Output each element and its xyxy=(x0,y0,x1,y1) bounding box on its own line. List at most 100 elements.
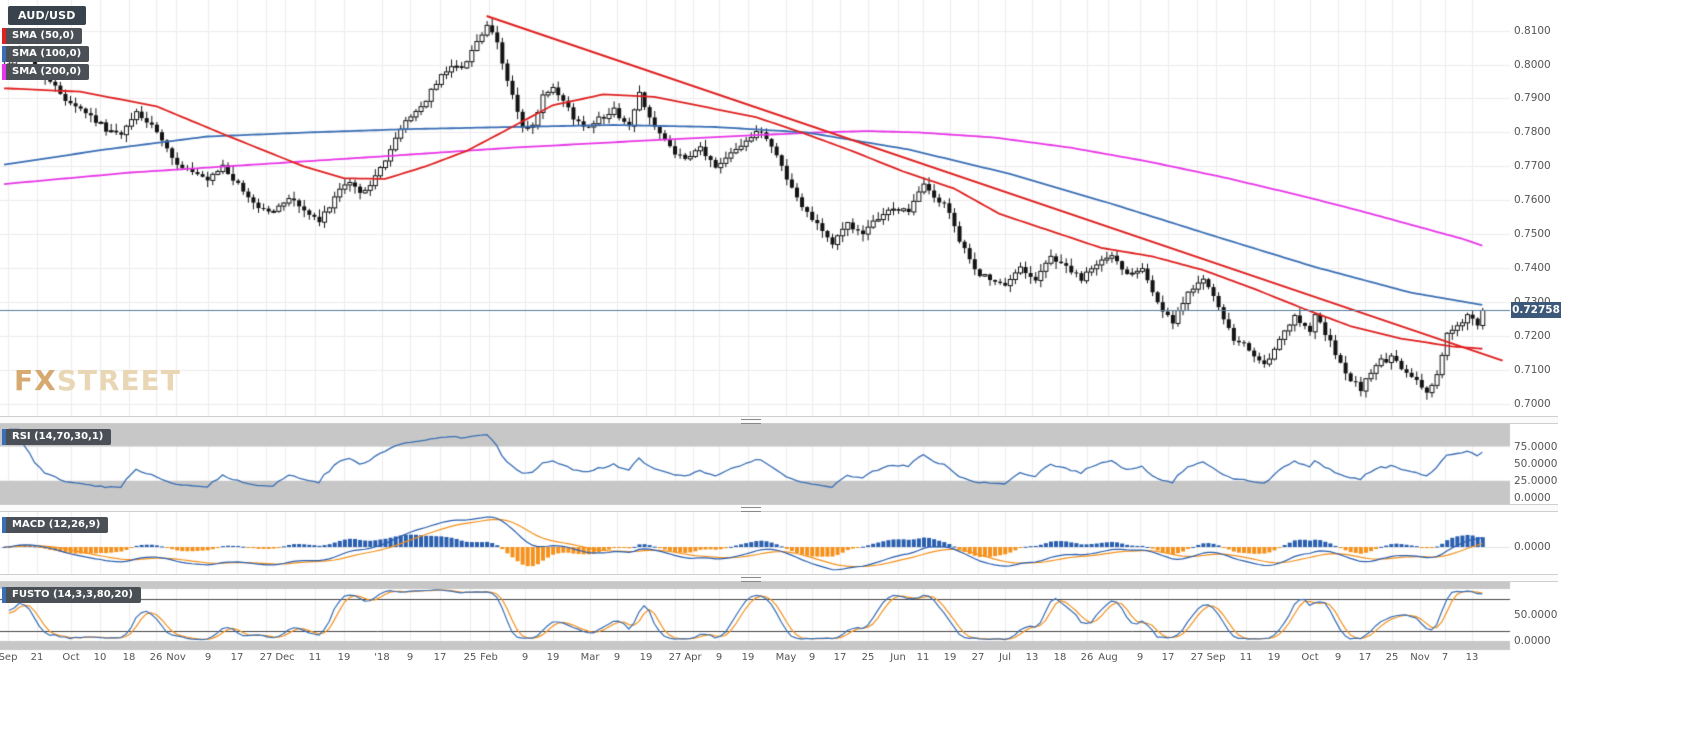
time-axis-label: Sep xyxy=(0,652,18,663)
time-axis-label: '18 xyxy=(374,652,390,663)
resize-grip-icon xyxy=(741,507,761,512)
time-axis-label: Sep xyxy=(1206,652,1226,663)
time-axis-label: Oct xyxy=(1301,652,1319,663)
legend-sma100[interactable]: SMA (100,0) xyxy=(2,46,90,62)
rsi-axis-label: 25.0000 xyxy=(1514,474,1558,487)
resize-grip-icon xyxy=(741,419,761,424)
time-axis-label: Mar xyxy=(580,652,600,663)
time-axis-label: Apr xyxy=(684,652,702,663)
fxstreet-logo-street: STREET xyxy=(56,364,181,397)
sma50-color-stripe xyxy=(2,28,6,44)
fusto-color-stripe xyxy=(2,587,6,603)
panel-resize-handle-3[interactable] xyxy=(0,574,1558,582)
time-axis-label: 27 xyxy=(971,652,985,663)
legend-sma50-label: SMA (50,0) xyxy=(12,30,75,41)
rsi-axis-label: 75.0000 xyxy=(1514,440,1558,453)
time-axis-label: 11 xyxy=(1239,652,1253,663)
legend-sma100-label: SMA (100,0) xyxy=(12,48,82,59)
time-axis-label: Aug xyxy=(1098,652,1118,663)
time-axis-label: Nov xyxy=(1410,652,1430,663)
time-axis-label: 18 xyxy=(1053,652,1067,663)
time-axis-label: 13 xyxy=(1465,652,1479,663)
price-axis-label: 0.7700 xyxy=(1514,160,1551,173)
fusto-axis-label: 50.0000 xyxy=(1514,609,1558,621)
fusto-panel-label: FUSTO (14,3,3,80,20) xyxy=(12,589,133,600)
time-axis-label: Jul xyxy=(998,652,1012,663)
time-axis-label: 9 xyxy=(715,652,723,663)
time-axis-label: 26 xyxy=(1080,652,1094,663)
time-axis-label: 9 xyxy=(521,652,529,663)
fxstreet-watermark: FXSTREET xyxy=(14,364,181,397)
macd-panel-badge[interactable]: MACD (12,26,9) xyxy=(2,517,109,533)
time-axis-label: 25 xyxy=(463,652,477,663)
resize-grip-icon xyxy=(741,577,761,582)
time-axis-label: 9 xyxy=(406,652,414,663)
sma100-color-stripe xyxy=(2,46,6,62)
rsi-color-stripe xyxy=(2,429,6,445)
time-axis-label: Feb xyxy=(480,652,498,663)
time-axis-label: 9 xyxy=(204,652,212,663)
time-axis-label: 19 xyxy=(639,652,653,663)
panel-resize-handle-2[interactable] xyxy=(0,504,1558,512)
rsi-axis-label: 0.0000 xyxy=(1514,491,1551,504)
time-axis-label: 17 xyxy=(833,652,847,663)
time-axis-label: Jun xyxy=(890,652,906,663)
price-axis-label: 0.7900 xyxy=(1514,92,1551,105)
time-axis-label: 26 xyxy=(149,652,163,663)
time-axis-label: 9 xyxy=(1136,652,1144,663)
time-axis-label: 9 xyxy=(1334,652,1342,663)
current-price-badge: 0.72758 xyxy=(1511,302,1561,319)
price-axis-label: 0.7400 xyxy=(1514,262,1551,275)
time-axis-label: 11 xyxy=(916,652,930,663)
macd-panel-label: MACD (12,26,9) xyxy=(12,519,101,530)
price-axis-label: 0.7600 xyxy=(1514,194,1551,207)
price-axis-label: 0.7800 xyxy=(1514,126,1551,139)
fxstreet-logo-fx: FX xyxy=(14,364,57,397)
rsi-panel-label: RSI (14,70,30,1) xyxy=(12,431,104,442)
legend-sma200[interactable]: SMA (200,0) xyxy=(2,64,90,80)
price-axis-label: 0.8100 xyxy=(1514,24,1551,37)
time-axis-label: 21 xyxy=(30,652,44,663)
time-axis-label: 19 xyxy=(1267,652,1281,663)
time-axis-label: 17 xyxy=(230,652,244,663)
fusto-panel-badge[interactable]: FUSTO (14,3,3,80,20) xyxy=(2,587,141,603)
legend-sma200-label: SMA (200,0) xyxy=(12,66,82,77)
time-axis-label: May xyxy=(775,652,797,663)
time-axis-label: 19 xyxy=(337,652,351,663)
time-axis-label: 25 xyxy=(1385,652,1399,663)
price-axis-label: 0.7200 xyxy=(1514,330,1551,343)
price-axis-label: 0.7500 xyxy=(1514,228,1551,241)
time-axis-label: 27 xyxy=(1190,652,1204,663)
rsi-axis-label: 50.0000 xyxy=(1514,457,1558,470)
rsi-panel-badge[interactable]: RSI (14,70,30,1) xyxy=(2,429,112,445)
fusto-axis-label: 0.0000 xyxy=(1514,635,1551,647)
time-axis-label: 19 xyxy=(546,652,560,663)
time-axis-label: 19 xyxy=(741,652,755,663)
time-axis-label: 17 xyxy=(1358,652,1372,663)
time-axis-label: 17 xyxy=(1161,652,1175,663)
macd-axis-label: 0.0000 xyxy=(1514,541,1551,553)
time-axis-label: 7 xyxy=(1441,652,1449,663)
price-axis-label: 0.8000 xyxy=(1514,58,1551,71)
legend-sma50[interactable]: SMA (50,0) xyxy=(2,28,83,44)
time-axis-label: 25 xyxy=(861,652,875,663)
time-axis-label: 17 xyxy=(433,652,447,663)
time-axis-label: 13 xyxy=(1025,652,1039,663)
time-axis-label: Oct xyxy=(62,652,80,663)
price-axis-label: 0.7000 xyxy=(1514,398,1551,411)
time-axis-label: 9 xyxy=(808,652,816,663)
time-axis-label: 11 xyxy=(308,652,322,663)
time-axis-label: 27 xyxy=(259,652,273,663)
time-axis-label: 27 xyxy=(668,652,682,663)
time-axis-label: Dec xyxy=(275,652,295,663)
chart-canvas[interactable] xyxy=(0,0,1558,652)
price-axis-label: 0.7100 xyxy=(1514,364,1551,377)
panel-resize-handle-1[interactable] xyxy=(0,416,1558,424)
time-axis-label: 19 xyxy=(943,652,957,663)
symbol-badge[interactable]: AUD/USD xyxy=(8,6,86,25)
time-axis-label: 18 xyxy=(122,652,136,663)
time-axis-label: 10 xyxy=(93,652,107,663)
time-axis-label: Nov xyxy=(166,652,186,663)
macd-color-stripe xyxy=(2,517,6,533)
